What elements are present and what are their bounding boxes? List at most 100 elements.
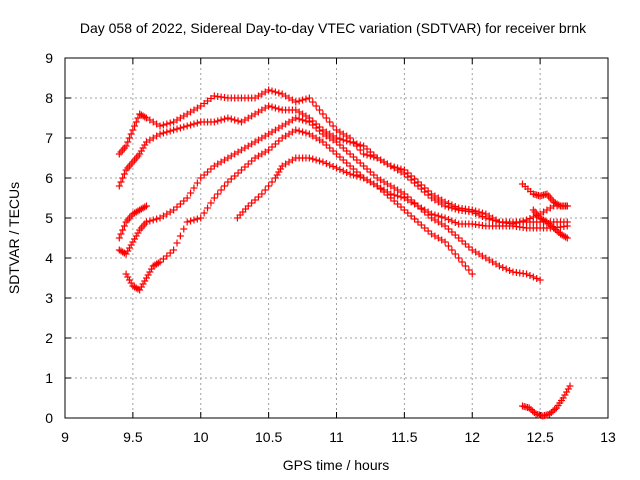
data-point <box>407 176 415 184</box>
data-point <box>319 158 327 166</box>
data-point <box>458 258 466 266</box>
data-point <box>131 122 139 130</box>
y-tick-label: 0 <box>45 410 53 426</box>
data-point <box>333 150 340 158</box>
data-point <box>136 286 144 294</box>
data-point <box>146 217 154 225</box>
data-point <box>302 129 310 137</box>
data-point <box>299 128 307 136</box>
data-point <box>411 215 419 223</box>
data-point <box>431 211 439 219</box>
data-point <box>131 235 139 243</box>
data-point <box>394 192 402 200</box>
data-point <box>154 259 162 267</box>
data-point <box>353 140 361 148</box>
data-point <box>268 103 276 111</box>
data-point <box>156 122 164 130</box>
data-point <box>555 201 563 209</box>
data-point <box>499 264 507 271</box>
data-point <box>271 88 279 96</box>
series-track-9 <box>518 382 574 420</box>
data-point <box>543 218 551 226</box>
data-point <box>134 229 142 237</box>
data-point <box>363 165 371 173</box>
data-point <box>204 204 212 212</box>
x-tick-label: 10.5 <box>255 429 282 445</box>
data-point <box>302 117 310 125</box>
data-point <box>305 118 313 126</box>
data-point <box>448 217 456 225</box>
data-point <box>115 234 123 242</box>
data-point <box>316 106 324 114</box>
data-point <box>559 394 567 402</box>
data-point <box>550 224 558 232</box>
x-tick-label: 11.5 <box>391 429 417 445</box>
x-tick-label: 10 <box>193 429 209 445</box>
data-point <box>144 271 152 279</box>
data-point <box>533 275 541 282</box>
data-point <box>366 148 374 156</box>
data-point <box>566 382 574 390</box>
data-point <box>329 147 337 155</box>
data-point <box>309 121 317 129</box>
data-point <box>132 232 140 240</box>
data-point <box>441 238 449 246</box>
data-point <box>434 212 442 220</box>
data-point <box>275 89 283 97</box>
y-tick-label: 5 <box>45 210 53 226</box>
data-point <box>227 175 235 183</box>
data-point <box>173 239 181 247</box>
x-tick-label: 12.5 <box>527 429 554 445</box>
data-point <box>159 255 167 263</box>
series-track-5 <box>122 126 476 294</box>
data-point <box>124 247 132 255</box>
data-point <box>551 406 559 413</box>
data-point <box>468 208 476 216</box>
data-point <box>356 159 364 167</box>
data-point <box>231 172 239 180</box>
data-point <box>170 206 178 214</box>
data-point <box>360 142 368 150</box>
data-point <box>122 142 130 150</box>
data-point <box>146 268 154 276</box>
data-point <box>275 137 283 145</box>
data-point <box>546 221 554 229</box>
data-point <box>407 212 415 220</box>
data-point <box>417 221 425 229</box>
data-point <box>482 214 490 222</box>
data-point <box>563 202 571 210</box>
x-tick-labels: 9 9.5 10 10.5 11 11.5 12 12.5 13 <box>61 429 616 445</box>
data-point <box>277 165 285 173</box>
data-point <box>170 246 178 254</box>
data-point <box>339 144 347 152</box>
data-point <box>166 119 174 127</box>
data-point <box>122 250 130 258</box>
data-point <box>366 168 374 176</box>
data-point <box>292 126 300 134</box>
data-point <box>224 178 232 186</box>
data-point <box>370 171 378 179</box>
data-point <box>176 232 184 240</box>
data-point <box>176 200 184 208</box>
data-point <box>125 276 133 284</box>
data-point <box>333 138 340 146</box>
data-point <box>329 122 337 130</box>
y-tick-label: 2 <box>45 330 53 346</box>
data-point <box>268 178 276 186</box>
data-point <box>451 231 459 239</box>
data-point <box>549 407 557 415</box>
data-point <box>124 273 132 281</box>
ticks <box>64 57 609 419</box>
data-point <box>529 273 537 281</box>
data-point <box>254 193 262 201</box>
x-tick-label: 12 <box>464 429 480 445</box>
data-point <box>265 86 273 94</box>
data-point <box>119 174 127 182</box>
data-point <box>204 168 212 176</box>
data-point <box>170 126 178 134</box>
data-point <box>265 146 273 154</box>
data-point <box>564 385 572 393</box>
data-point <box>234 169 242 177</box>
data-point <box>187 189 195 197</box>
